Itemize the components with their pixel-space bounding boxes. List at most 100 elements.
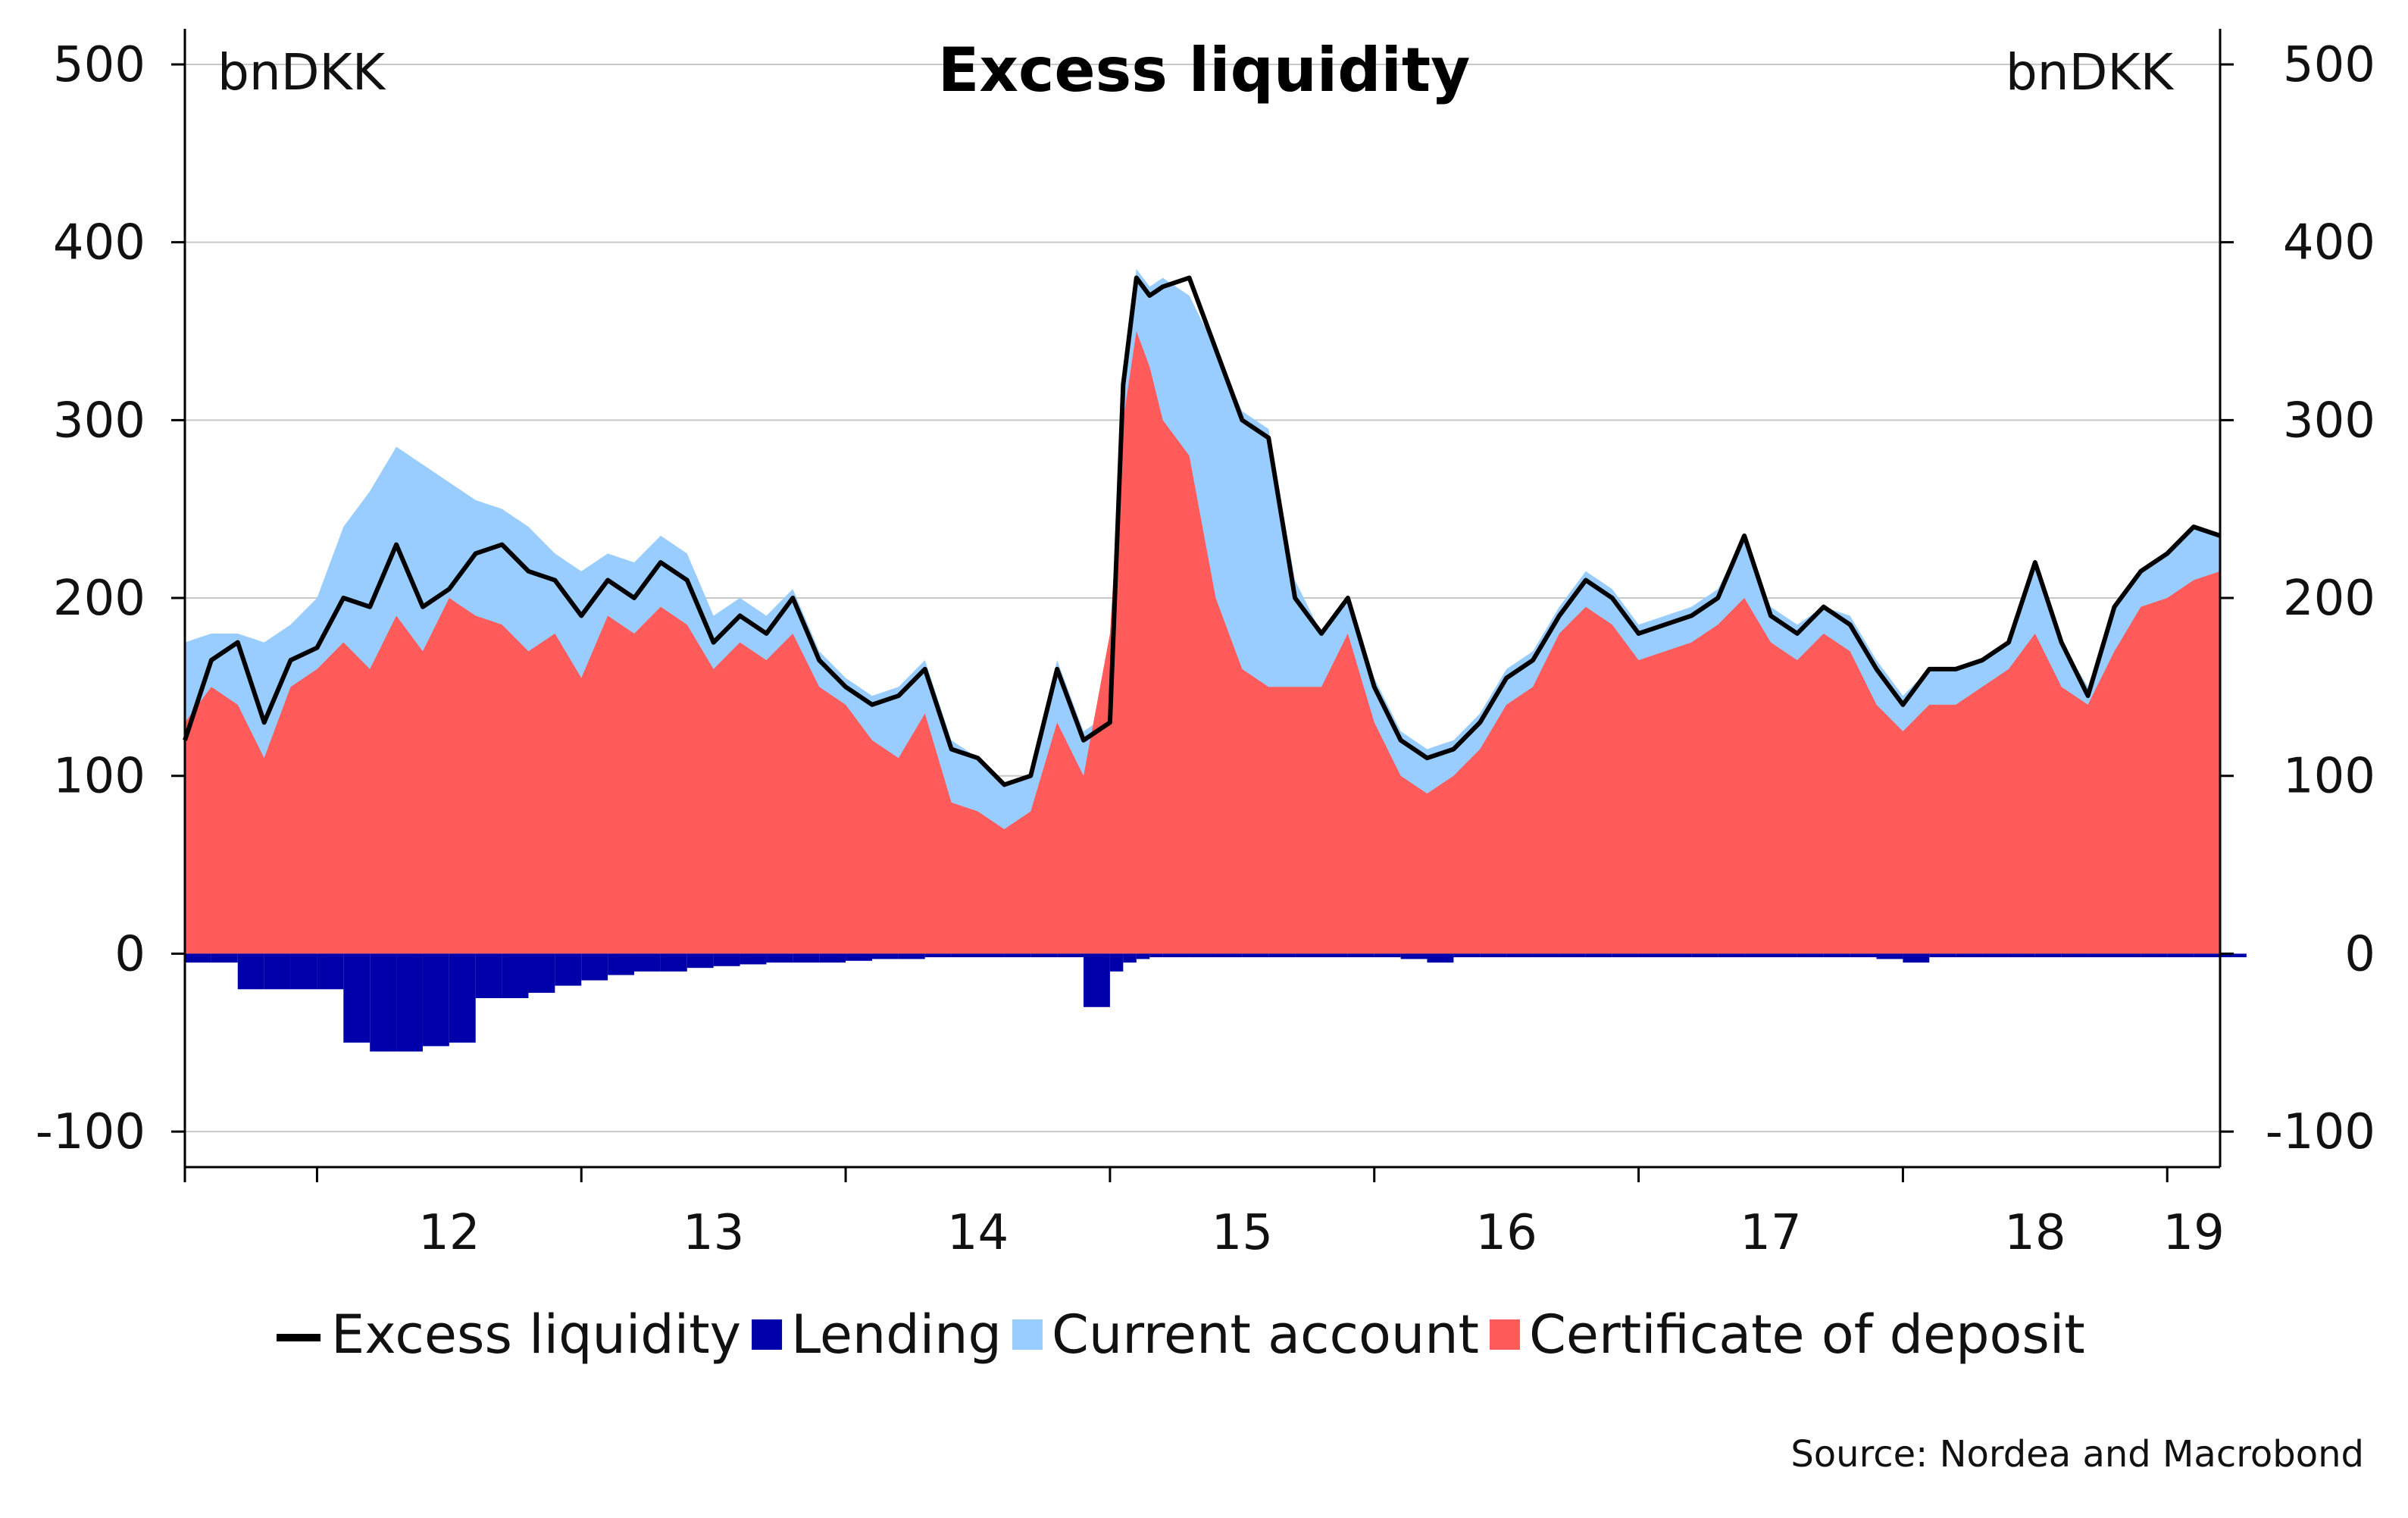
lending-bar-20 [713,953,740,966]
lending-bar-5 [317,953,344,990]
y-axis-right-unit: bnDKK [2006,43,2175,102]
legend-marker-cd [1490,1319,1521,1350]
lending-bar-29 [951,953,978,958]
legend-label-excess: Excess liquidity [331,1304,741,1366]
lending-bar-35 [1109,953,1124,972]
lending-bar-40 [1189,953,1216,958]
lending-bar-74 [2087,953,2115,958]
y-tick-label-right-5: 0 [2344,926,2375,982]
certificate-of-deposit-top-group [185,330,2220,954]
y-tick-label-right-6: -100 [2266,1104,2375,1160]
y-tick-label-right-2: 300 [2283,393,2375,449]
lending-bar-55 [1585,953,1612,958]
lending-bar-76 [2141,953,2168,958]
y-tick-label-right-4: 100 [2283,749,2375,805]
lending-bar-57 [1638,953,1665,958]
chart-title: Excess liquidity [938,35,1471,105]
lending-bar-56 [1612,953,1639,958]
lending-bar-25 [846,953,872,961]
lending-bar-4 [290,953,317,990]
x-tick-label-3: 15 [1212,1205,1273,1261]
lending-bar-18 [660,953,687,972]
lending-bar-2 [237,953,264,990]
y-tick-label-left-3: 200 [53,571,145,627]
lending-bar-48 [1400,953,1428,959]
lending-bar-49 [1427,953,1454,963]
lending-bar-62 [1770,953,1797,958]
legend-label-lending: Lending [791,1304,1002,1366]
lending-bar-44 [1295,953,1321,958]
lending-bar-43 [1268,953,1296,958]
lending-bar-47 [1374,953,1401,958]
legend-label-cd: Certificate of deposit [1529,1304,2085,1366]
lending-bar-69 [1956,953,1983,958]
lending-bar-9 [422,953,449,1047]
lending-bar-24 [819,953,846,963]
y-axis-right-ticks: 500 400 300 200 100 0 -100 [2220,37,2375,1160]
lending-bar-58 [1665,953,1692,958]
lending-bar-32 [1030,953,1058,958]
lending-bar-52 [1506,953,1534,958]
x-tick-label-5: 17 [1740,1205,1801,1261]
lending-bar-22 [766,953,793,963]
lending-bar-39 [1162,953,1190,958]
lending-bar-31 [1004,953,1031,958]
lending-bar-27 [898,953,925,959]
y-tick-label-right-0: 500 [2283,37,2375,93]
lending-bar-54 [1559,953,1586,958]
lending-bar-42 [1242,953,1269,958]
x-tick-label-2: 14 [947,1205,1009,1261]
lending-bar-33 [1057,953,1084,958]
x-tick-label-6: 18 [2004,1205,2066,1261]
y-tick-label-left-5: 0 [114,926,145,982]
lending-bar-72 [2034,953,2062,958]
y-tick-label-left-4: 100 [53,749,145,805]
lending-bar-19 [686,953,714,969]
y-tick-label-right-3: 200 [2283,571,2375,627]
legend-label-current: Current account [1052,1304,1479,1366]
y-axis-left-ticks: 500 400 300 200 100 0 -100 [36,37,185,1160]
x-axis-ticks: 12 13 14 15 16 17 18 19 [183,1167,2225,1261]
x-tick-label-0: 12 [418,1205,480,1261]
lending-bars [185,953,2247,1052]
lending-bar-73 [2061,953,2088,958]
legend-marker-lending [752,1319,783,1350]
y-axis-left-unit: bnDKK [217,43,386,102]
y-tick-label-left-1: 400 [53,215,145,271]
y-tick-label-right-1: 400 [2283,215,2375,271]
lending-bar-34 [1084,953,1110,1007]
y-tick-label-left-6: -100 [36,1104,145,1160]
source-note: Source: Nordea and Macrobond [1790,1433,2364,1476]
lending-bar-50 [1453,953,1481,958]
lending-bar-21 [740,953,767,965]
lending-bar-60 [1718,953,1745,958]
lending-bar-77 [2167,953,2194,958]
lending-bar-78 [2194,953,2220,958]
lending-bar-14 [555,953,582,986]
lending-bar-65 [1850,953,1877,958]
lending-bar-28 [924,953,952,958]
lending-bar-17 [634,953,661,972]
x-tick-label-1: 13 [683,1205,744,1261]
legend: Excess liquidity Lending Current account Ce… [277,1304,2085,1366]
certificate-of-deposit-area-overlay [185,330,2220,954]
lending-bar-67 [1903,953,1930,963]
y-tick-label-left-0: 500 [53,37,145,93]
lending-bar-11 [475,953,502,999]
lending-bar-13 [528,953,555,994]
lending-bar-0 [185,953,211,963]
lending-bar-8 [396,953,423,1052]
lending-bar-66 [1876,953,1903,959]
lending-bar-3 [264,953,291,990]
lending-bar-1 [211,953,238,963]
lending-bar-63 [1797,953,1824,958]
excess-liquidity-line [183,275,2221,787]
lending-bar-15 [581,953,608,981]
lending-bar-38 [1149,953,1163,958]
lending-bar-70 [1982,953,2009,958]
lending-bar-59 [1691,953,1718,958]
lending-bar-37 [1136,953,1150,959]
lending-bar-68 [1929,953,1956,958]
lending-bar-51 [1480,953,1507,958]
